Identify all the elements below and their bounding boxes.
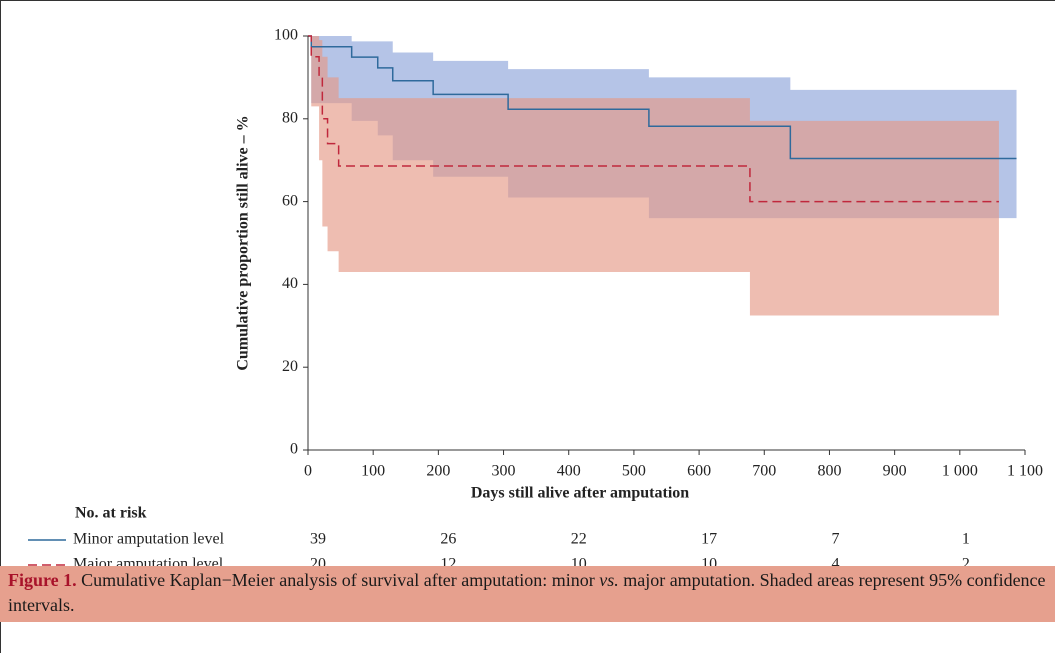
y-tick-label: 80 xyxy=(282,109,298,126)
y-tick-label: 100 xyxy=(274,27,298,44)
x-tick-label: 400 xyxy=(557,463,581,480)
x-tick-label: 200 xyxy=(426,463,450,480)
x-tick-label: 1 000 xyxy=(942,463,978,480)
caption-text: vs. xyxy=(599,570,619,590)
risk-count: 1 xyxy=(962,531,970,548)
x-tick-label: 1 100 xyxy=(1007,463,1043,480)
x-tick-label: 700 xyxy=(752,463,776,480)
x-tick-label: 300 xyxy=(492,463,516,480)
survival-line xyxy=(308,35,1017,160)
caption: Figure 1. Cumulative Kaplan−Meier analys… xyxy=(0,566,1055,622)
risk-title: No. at risk xyxy=(75,505,147,522)
lines xyxy=(308,35,1017,203)
x-tick-label: 600 xyxy=(687,463,711,480)
caption-label: Figure 1. xyxy=(8,570,77,590)
risk-count: 26 xyxy=(440,531,456,548)
y-tick-label: 0 xyxy=(290,441,298,458)
x-tick-label: 900 xyxy=(883,463,907,480)
y-tick-label: 20 xyxy=(282,358,298,375)
risk-count: 22 xyxy=(571,531,587,548)
y-tick-label: 60 xyxy=(282,192,298,209)
x-tick-label: 0 xyxy=(304,463,312,480)
risk-count: 17 xyxy=(701,531,717,548)
x-tick-label: 100 xyxy=(361,463,385,480)
legend-label: Minor amputation level xyxy=(73,531,225,548)
caption-text: major amputation. Shaded areas represent… xyxy=(8,570,1046,615)
risk-count: 4 xyxy=(831,556,839,573)
y-axis-label: Cumulative proportion still alive – % xyxy=(235,115,252,370)
risk-count: 39 xyxy=(310,531,326,548)
y-tick-label: 40 xyxy=(282,275,298,292)
confidence-band xyxy=(308,36,999,316)
risk-count: 7 xyxy=(831,531,839,548)
caption-text: Cumulative Kaplan−Meier analysis of surv… xyxy=(81,570,600,590)
x-tick-label: 500 xyxy=(622,463,646,480)
x-axis-label: Days still alive after amputation xyxy=(471,485,689,502)
x-tick-label: 800 xyxy=(817,463,841,480)
risk-count: 2 xyxy=(962,556,970,573)
survival-line xyxy=(308,35,999,203)
bands xyxy=(308,36,1017,316)
